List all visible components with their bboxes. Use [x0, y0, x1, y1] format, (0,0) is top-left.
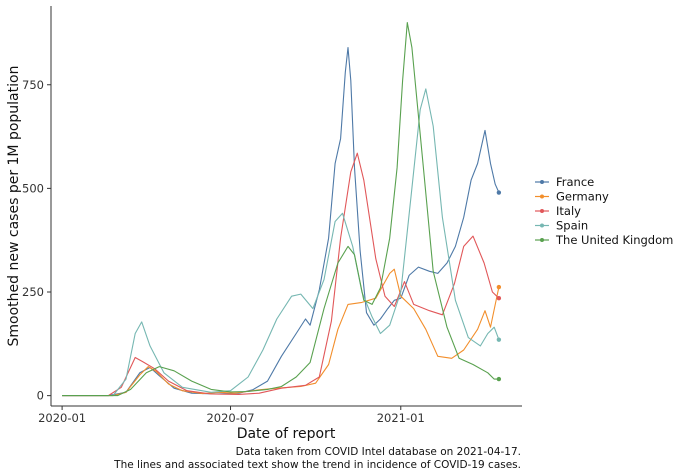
- series-line-germany: [62, 268, 500, 397]
- legend-label-germany: Germany: [556, 190, 609, 204]
- series-line-france: [62, 46, 500, 397]
- caption-line-2: The lines and associated text show the t…: [113, 459, 521, 471]
- y-tick-label: 0: [37, 389, 44, 403]
- y-axis-ticks: 0 250 500 750: [22, 78, 51, 403]
- series-end-points: [496, 190, 502, 382]
- series-lines: [62, 22, 500, 397]
- x-axis-title: Date of report: [237, 426, 336, 442]
- series-end-point-spain: [496, 337, 502, 342]
- series-line-spain: [62, 88, 500, 397]
- legend-label-spain: Spain: [556, 219, 588, 233]
- series-end-point-germany: [496, 284, 502, 290]
- x-axis-ticks: 2020-01 2020-07 2021-01: [38, 406, 425, 425]
- legend-key-point-spain: [540, 223, 544, 228]
- caption-line-1: Data taken from COVID Intel database on …: [236, 446, 521, 458]
- y-tick-label: 250: [22, 285, 44, 299]
- plot-area: 0 250 500 750 2020-01 2020-07 2021-01: [22, 6, 522, 425]
- x-tick-label: 2020-07: [206, 411, 254, 425]
- series-line-italy: [62, 152, 500, 397]
- x-tick-label: 2020-01: [38, 411, 86, 425]
- legend-key-point-italy: [540, 209, 544, 213]
- y-tick-label: 500: [22, 181, 44, 195]
- y-axis-title: Smoothed new cases per 1M population: [6, 66, 22, 347]
- legend-label-italy: Italy: [556, 204, 581, 218]
- legend-key-point-the-united-kingdom: [540, 238, 544, 242]
- series-line-the-united-kingdom: [62, 22, 499, 397]
- series-end-point-the-united-kingdom: [496, 376, 502, 382]
- legend-key-point-germany: [540, 194, 544, 199]
- x-tick-label: 2021-01: [377, 411, 425, 425]
- y-tick-label: 750: [22, 78, 44, 92]
- series-end-point-france: [496, 190, 502, 195]
- series-end-point-italy: [496, 296, 502, 301]
- legend-label-the-united-kingdom: The United Kingdom: [555, 233, 673, 247]
- legend-label-france: France: [556, 175, 594, 189]
- legend-key-point-france: [540, 180, 544, 184]
